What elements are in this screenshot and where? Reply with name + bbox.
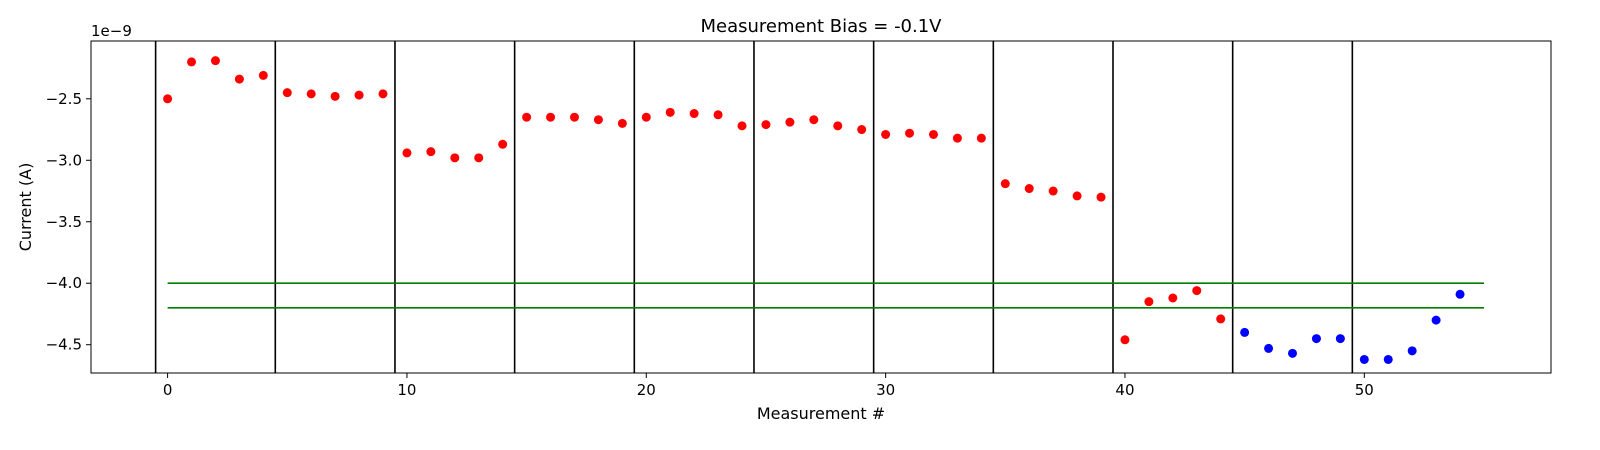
x-axis-ticks: 0 10 20 30 40 50 <box>163 373 1374 399</box>
data-point <box>1000 179 1010 189</box>
data-point <box>809 115 819 125</box>
data-point <box>713 110 723 120</box>
data-point <box>1168 293 1178 303</box>
y-tick-label: −3.5 <box>46 213 82 231</box>
data-point <box>498 139 508 149</box>
data-point <box>761 120 771 130</box>
data-point <box>522 112 532 122</box>
data-point <box>905 128 915 138</box>
data-point <box>210 56 220 66</box>
data-point <box>1264 343 1274 353</box>
data-point <box>1240 327 1250 337</box>
data-point <box>234 74 244 84</box>
data-point <box>1359 354 1369 364</box>
data-points <box>163 56 1465 364</box>
y-tick-label: −4.0 <box>46 274 82 292</box>
x-axis-label: Measurement # <box>757 404 885 423</box>
data-point <box>354 90 364 100</box>
x-tick-label: 20 <box>637 381 656 399</box>
data-point <box>1048 186 1058 196</box>
data-point <box>976 133 986 143</box>
data-point <box>665 107 675 117</box>
x-tick-label: 10 <box>397 381 416 399</box>
data-point <box>1383 354 1393 364</box>
data-point <box>426 147 436 157</box>
data-point <box>402 148 412 158</box>
data-point <box>1216 314 1226 324</box>
data-point <box>833 121 843 131</box>
data-point <box>1144 297 1154 307</box>
y-axis-label: Current (A) <box>16 163 35 252</box>
data-point <box>641 112 651 122</box>
data-point <box>593 115 603 125</box>
y-tick-label: −4.5 <box>46 336 82 354</box>
x-tick-label: 0 <box>163 381 173 399</box>
x-tick-label: 30 <box>876 381 895 399</box>
data-point <box>187 57 197 67</box>
y-axis-offset-text: 1e−9 <box>91 22 132 40</box>
x-tick-label: 40 <box>1115 381 1134 399</box>
data-point <box>737 121 747 131</box>
data-point <box>1288 348 1298 358</box>
data-point <box>1192 286 1202 296</box>
data-point <box>546 112 556 122</box>
data-point <box>857 125 867 135</box>
plot-area-frame <box>90 40 1552 374</box>
data-point <box>306 89 316 99</box>
data-point <box>258 70 268 80</box>
data-point <box>785 117 795 127</box>
chart-title: Measurement Bias = -0.1V <box>700 16 942 37</box>
data-point <box>163 94 173 104</box>
data-point <box>617 118 627 128</box>
data-point <box>282 88 292 98</box>
data-point <box>378 89 388 99</box>
data-point <box>1072 191 1082 201</box>
segment-divider-lines <box>154 41 1354 373</box>
y-tick-label: −3.0 <box>46 151 82 169</box>
data-point <box>1431 315 1441 325</box>
data-point <box>952 133 962 143</box>
data-point <box>1024 184 1034 194</box>
y-tick-label: −2.5 <box>46 90 82 108</box>
threshold-lines <box>167 282 1484 309</box>
data-point <box>1096 192 1106 202</box>
data-point <box>1407 346 1417 356</box>
y-axis-ticks: −2.5 −3.0 −3.5 −4.0 −4.5 <box>46 90 91 354</box>
data-point <box>881 129 891 139</box>
data-point <box>928 129 938 139</box>
data-point <box>1335 334 1345 344</box>
data-point <box>450 153 460 163</box>
data-point <box>689 109 699 119</box>
data-point <box>474 153 484 163</box>
data-point <box>1455 289 1465 299</box>
data-point <box>330 91 340 101</box>
x-tick-label: 50 <box>1355 381 1374 399</box>
data-point <box>1120 335 1130 345</box>
data-point <box>1311 334 1321 344</box>
data-point <box>569 112 579 122</box>
